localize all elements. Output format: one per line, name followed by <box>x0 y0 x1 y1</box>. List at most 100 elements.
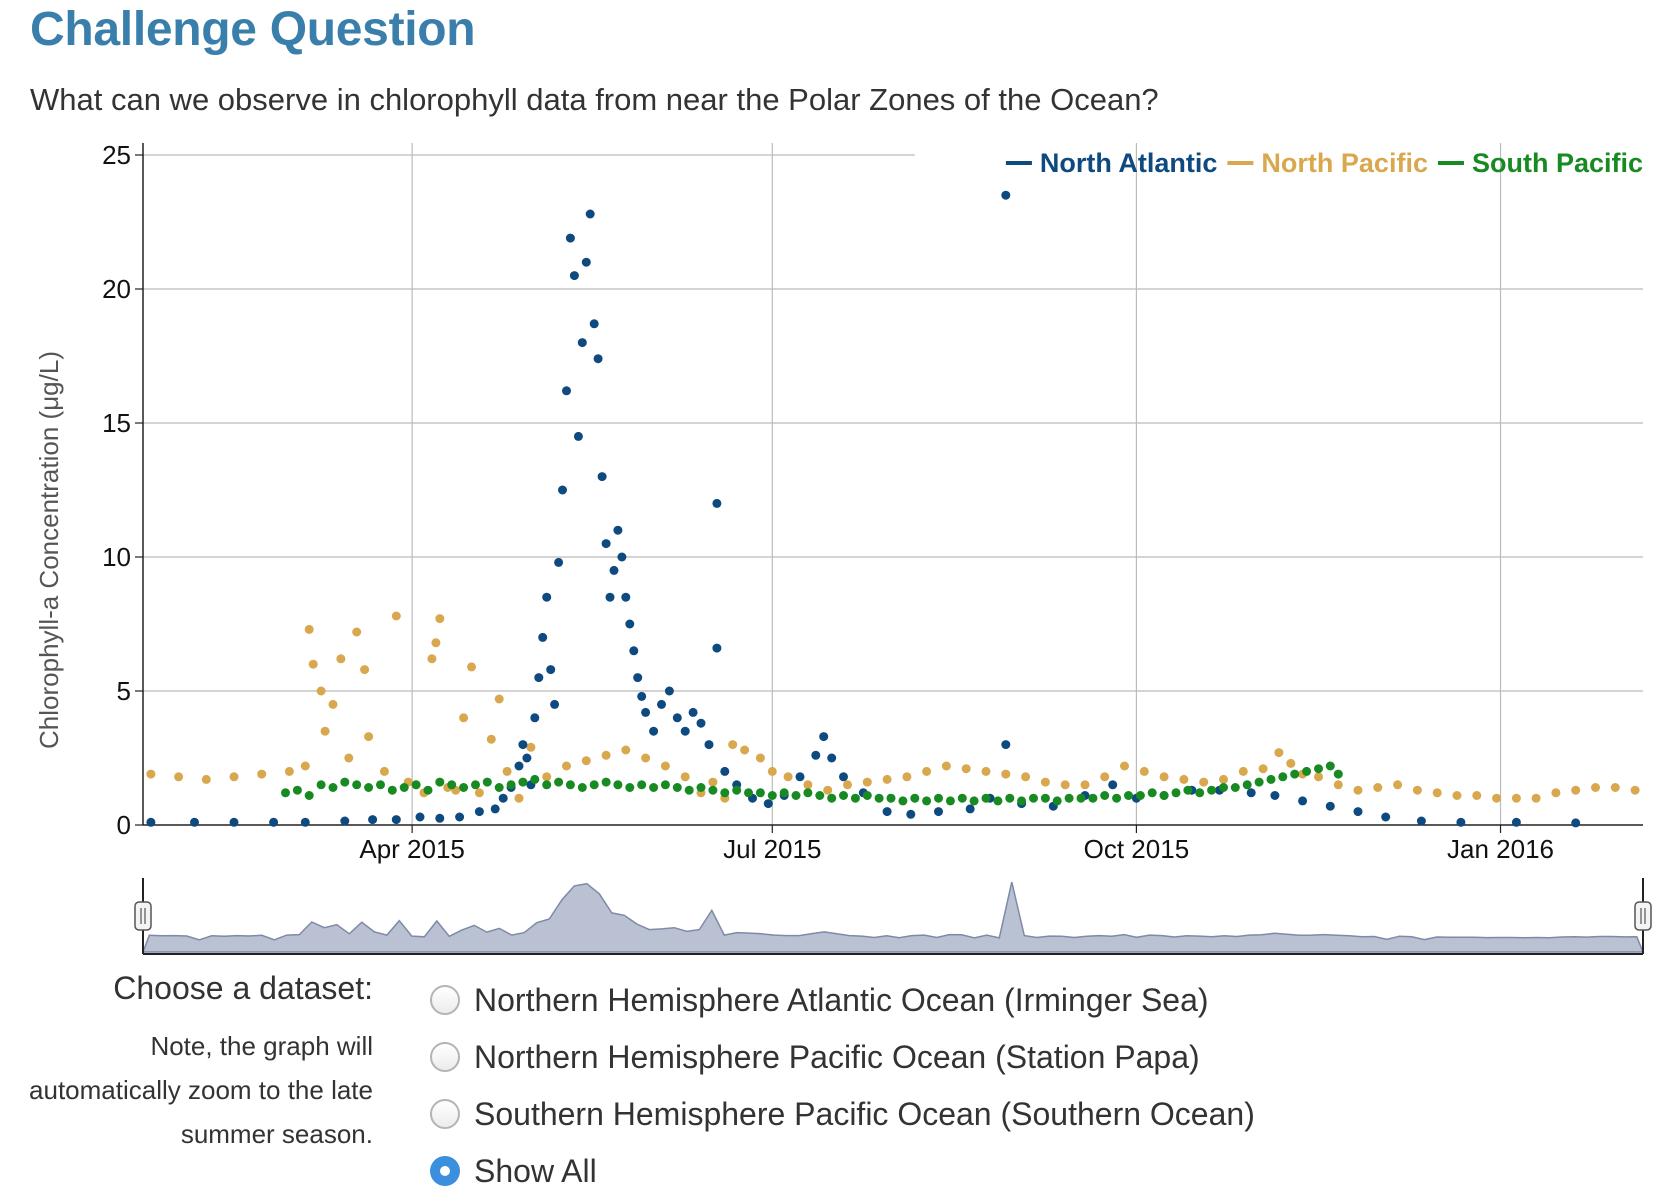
data-point <box>1298 796 1308 806</box>
y-tick-label: 5 <box>117 676 131 706</box>
data-point <box>625 783 635 792</box>
data-point <box>728 740 738 750</box>
y-tick-label: 20 <box>102 274 131 304</box>
data-point <box>498 793 508 803</box>
x-tick-label: Oct 2015 <box>1084 834 1190 864</box>
data-point <box>1219 783 1228 792</box>
data-point <box>1029 793 1038 803</box>
data-point <box>1052 796 1062 806</box>
data-point <box>569 271 579 281</box>
data-point <box>376 780 385 790</box>
radio-button[interactable] <box>430 1156 460 1186</box>
data-point <box>902 772 912 782</box>
data-point <box>613 780 623 790</box>
data-point <box>589 780 599 790</box>
data-point <box>1373 783 1383 792</box>
radio-show-all[interactable]: Show All <box>430 1149 597 1193</box>
data-point <box>934 793 943 803</box>
data-point <box>1147 788 1157 798</box>
data-point <box>803 788 813 798</box>
data-point <box>474 807 484 817</box>
data-point <box>740 745 750 755</box>
radio-label: Show All <box>474 1152 597 1189</box>
data-point <box>340 816 350 826</box>
data-point <box>526 742 536 752</box>
data-point <box>839 791 848 800</box>
data-point <box>1100 791 1110 800</box>
radio-station-papa[interactable]: Northern Hemisphere Pacific Ocean (Stati… <box>430 1035 1200 1079</box>
data-point <box>550 699 560 709</box>
data-point <box>471 780 480 790</box>
data-point <box>257 769 267 779</box>
data-point <box>308 659 318 669</box>
challenge-question-text: What can we observe in chlorophyll data … <box>30 82 1159 117</box>
data-point <box>593 354 603 364</box>
range-selector[interactable] <box>134 878 1652 955</box>
data-point <box>827 753 837 763</box>
range-handle-right[interactable] <box>1634 901 1652 931</box>
data-point <box>621 745 631 755</box>
radio-button[interactable] <box>430 1099 460 1129</box>
radio-irminger-sea[interactable]: Northern Hemisphere Atlantic Ocean (Irmi… <box>430 978 1209 1022</box>
data-point <box>538 632 548 642</box>
data-point <box>514 761 524 771</box>
data-point <box>1325 761 1335 771</box>
data-point <box>1591 783 1600 792</box>
data-point <box>934 807 943 817</box>
data-point <box>1179 774 1189 784</box>
legend-label: North Pacific <box>1261 148 1428 178</box>
data-point <box>300 817 310 827</box>
data-point <box>435 777 445 787</box>
data-point <box>708 777 718 787</box>
data-point <box>336 654 346 664</box>
data-point <box>423 785 433 795</box>
data-point <box>1286 758 1296 768</box>
data-point <box>1040 777 1050 787</box>
data-point <box>494 783 504 792</box>
range-handle-left[interactable] <box>134 901 152 931</box>
data-point <box>518 740 528 750</box>
data-point <box>577 783 587 792</box>
data-point <box>1274 748 1284 758</box>
radio-label: Southern Hemisphere Pacific Ocean (South… <box>474 1095 1255 1132</box>
data-point <box>229 817 239 827</box>
page-title: Challenge Question <box>30 3 476 56</box>
data-point <box>605 592 615 602</box>
data-point <box>767 766 777 776</box>
data-point <box>190 817 199 827</box>
data-point <box>146 817 156 827</box>
data-point <box>344 753 354 763</box>
data-point <box>1238 766 1248 776</box>
chlorophyll-chart: 0 5 10 15 20 25 Apr 2015 Jul 2015 Oct 2015 Jan 2… <box>34 140 1652 955</box>
choose-dataset-label: Choose a dataset: <box>113 970 373 1006</box>
data-point <box>1531 793 1541 803</box>
radio-button[interactable] <box>430 1042 460 1072</box>
radio-southern-ocean[interactable]: Southern Hemisphere Pacific Ocean (South… <box>430 1092 1255 1136</box>
data-point <box>1353 807 1363 817</box>
data-point <box>1100 772 1110 782</box>
data-point <box>502 766 512 776</box>
radio-button[interactable] <box>430 985 460 1015</box>
data-point <box>447 780 457 790</box>
data-point <box>391 611 401 621</box>
data-point <box>680 772 690 782</box>
data-point <box>340 777 350 787</box>
data-point <box>364 732 374 742</box>
data-point <box>577 338 587 348</box>
data-point <box>882 807 892 817</box>
grid-lines <box>143 143 1643 825</box>
radio-label: Northern Hemisphere Atlantic Ocean (Irmi… <box>474 981 1209 1018</box>
data-point <box>415 812 425 822</box>
data-point <box>1230 783 1240 792</box>
data-point <box>1076 793 1086 803</box>
data-point <box>649 783 659 792</box>
data-point <box>1001 769 1011 779</box>
data-point <box>1001 190 1011 200</box>
data-point <box>146 769 156 779</box>
zoom-note: Note, the graph will automatically zoom … <box>29 1031 373 1149</box>
data-point <box>720 788 730 798</box>
data-point <box>581 257 591 267</box>
data-point <box>292 785 302 795</box>
data-point <box>1432 788 1442 798</box>
data-point <box>874 793 884 803</box>
